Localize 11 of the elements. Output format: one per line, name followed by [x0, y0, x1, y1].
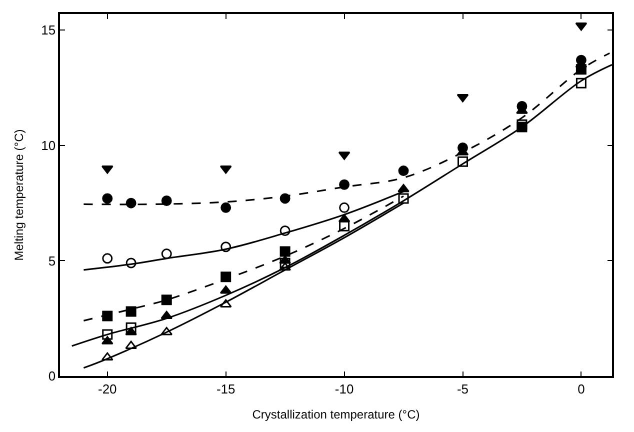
x-tick-label: -15 [216, 381, 236, 396]
y-tick-label: 15 [41, 22, 56, 38]
x-tick-label: -10 [334, 381, 354, 396]
x-tick-label: 0 [578, 381, 585, 396]
y-axis-title: Melting temperature (°C) [12, 129, 26, 261]
x-axis-title: Crystallization temperature (°C) [252, 408, 420, 422]
x-tick-label: -5 [456, 381, 469, 396]
x-tick-label: -20 [98, 381, 117, 396]
y-tick-label: 0 [48, 368, 56, 384]
y-tick-label: 10 [41, 138, 56, 153]
y-tick-label: 5 [48, 253, 56, 268]
